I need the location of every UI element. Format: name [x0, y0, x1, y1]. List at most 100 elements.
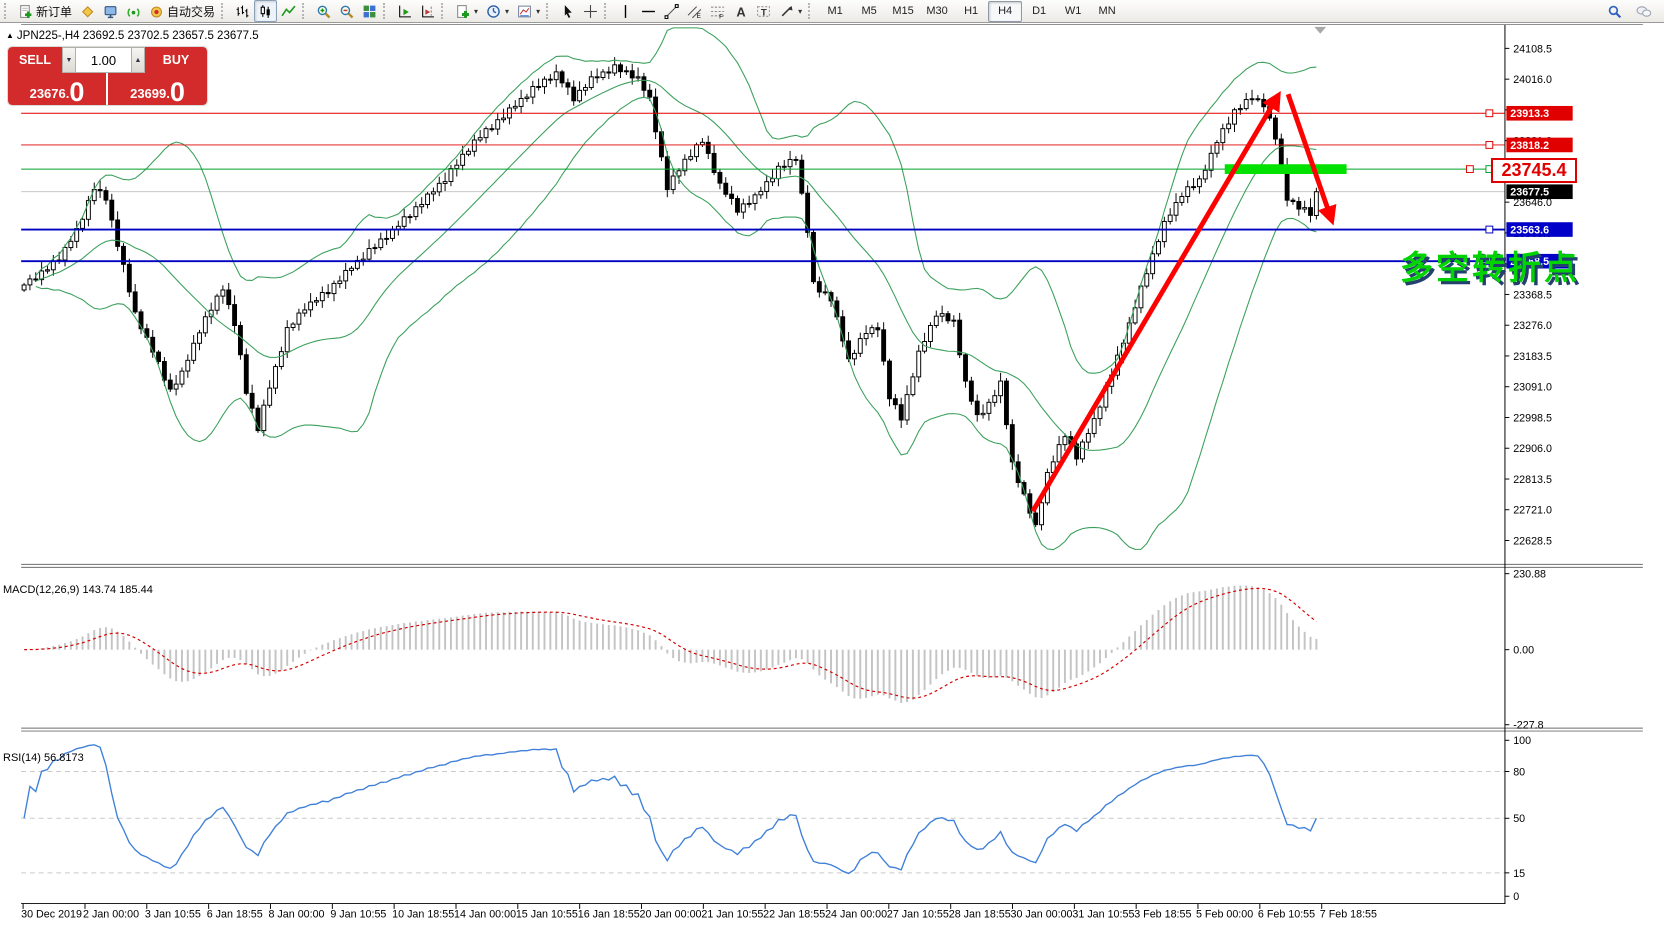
new-order-button[interactable]: 新订单: [14, 0, 76, 22]
svg-text:24 Jan 00:00: 24 Jan 00:00: [825, 909, 887, 921]
cursor-button[interactable]: [556, 0, 579, 22]
crosshair-icon: [584, 4, 598, 18]
toolbar-drag-handle[interactable]: [546, 3, 553, 19]
chart-shift-button[interactable]: [416, 0, 439, 22]
buy-button[interactable]: BUY: [145, 47, 207, 73]
ask-price-fraction: 0: [169, 77, 185, 106]
toolbar-drag-handle[interactable]: [4, 3, 11, 19]
svg-text:23183.5: 23183.5: [1513, 351, 1552, 363]
toolbar-right: [1603, 0, 1662, 22]
volume-field[interactable]: 1.00: [76, 47, 131, 73]
fibonacci-button[interactable]: F: [706, 0, 729, 22]
tf-button-M5[interactable]: M5: [861, 5, 877, 17]
svg-text:2 Jan 00:00: 2 Jan 00:00: [83, 909, 139, 921]
periods-button[interactable]: ▾: [482, 0, 513, 22]
chat-button[interactable]: [1632, 0, 1656, 22]
indicators-button[interactable]: ▾: [451, 0, 482, 22]
tf-button-H1[interactable]: H1: [964, 5, 979, 17]
svg-text:0.00: 0.00: [1513, 645, 1534, 657]
newdoc-icon: [20, 4, 32, 18]
svg-text:A: A: [737, 4, 746, 19]
chart-canvas[interactable]: 24108.524016.023923.523831.023738.523646…: [0, 24, 1664, 944]
crosshair-button[interactable]: [579, 0, 602, 22]
macd-indicator-label: MACD(12,26,9) 143.74 185.44: [3, 584, 153, 596]
zoom-in-button[interactable]: [312, 0, 335, 22]
toolbar-drag-handle[interactable]: [302, 3, 309, 19]
svg-text:22813.5: 22813.5: [1513, 474, 1552, 486]
text-icon: A: [737, 4, 746, 19]
metaeditor-button[interactable]: [76, 0, 99, 22]
svg-text:30 Jan 00:00: 30 Jan 00:00: [1011, 909, 1073, 921]
cursor-icon: [564, 4, 572, 18]
equidistant-channel-button[interactable]: E: [683, 0, 706, 22]
toolbar-drag-handle[interactable]: [808, 3, 815, 19]
tile-icon: [363, 5, 376, 17]
svg-text:23563.6: 23563.6: [1510, 224, 1549, 236]
svg-text:21 Jan 10:55: 21 Jan 10:55: [701, 909, 763, 921]
collapse-triangle-icon[interactable]: ▲: [6, 31, 14, 40]
tf-button-M30[interactable]: M30: [926, 5, 948, 17]
autotrading-button[interactable]: 自动交易: [145, 0, 219, 22]
toolbar-drag-handle[interactable]: [383, 3, 390, 19]
channel-icon: E: [687, 5, 702, 19]
toolbar-drag-handle[interactable]: [221, 3, 228, 19]
zoom-out-button[interactable]: [335, 0, 358, 22]
trend-icon: [664, 3, 679, 19]
tf-button-M1[interactable]: M1: [827, 5, 843, 17]
search-button[interactable]: [1603, 0, 1626, 22]
svg-text:8 Jan 00:00: 8 Jan 00:00: [269, 909, 325, 921]
svg-text:T: T: [761, 7, 767, 18]
trendline-button[interactable]: [660, 0, 683, 22]
svg-text:24016.0: 24016.0: [1513, 74, 1552, 86]
market-watch-button[interactable]: [99, 0, 122, 22]
auto-scroll-button[interactable]: [393, 0, 416, 22]
zoomout-icon: [340, 5, 354, 18]
svg-text:16 Jan 18:55: 16 Jan 18:55: [578, 909, 640, 921]
svg-text:9 Jan 10:55: 9 Jan 10:55: [330, 909, 386, 921]
templates-button[interactable]: ▾: [513, 0, 544, 22]
bars-icon: [236, 5, 249, 17]
periods-icon: [487, 4, 500, 18]
line-chart-button[interactable]: [277, 0, 300, 22]
bid-price-button[interactable]: 23676. 0: [8, 73, 106, 105]
candlestick-chart-button[interactable]: [254, 0, 278, 22]
tf-button-H4[interactable]: H4: [988, 0, 1023, 22]
tf-button-W1[interactable]: W1: [1064, 5, 1082, 17]
toolbar-drag-handle[interactable]: [604, 3, 611, 19]
svg-text:23368.5: 23368.5: [1513, 289, 1552, 301]
hline-icon: [642, 10, 656, 12]
turning-point-annotation[interactable]: 多空转折点: [1400, 251, 1580, 287]
svg-text:23677.5: 23677.5: [1510, 187, 1549, 199]
volume-decrease-button[interactable]: ▼: [62, 47, 76, 73]
toolbar-drag-handle[interactable]: [441, 3, 448, 19]
svg-text:23468.5: 23468.5: [1510, 256, 1549, 268]
svg-text:230.88: 230.88: [1513, 569, 1546, 581]
svg-text:22 Jan 18:55: 22 Jan 18:55: [763, 909, 825, 921]
sell-button[interactable]: SELL: [8, 47, 62, 73]
svg-text:22721.0: 22721.0: [1513, 505, 1552, 517]
signals-button[interactable]: [122, 0, 145, 22]
ask-price-button[interactable]: 23699. 0: [108, 73, 207, 105]
volume-increase-button[interactable]: ▲: [131, 47, 145, 73]
tf-button-MN[interactable]: MN: [1098, 5, 1116, 17]
svg-text:5 Feb 00:00: 5 Feb 00:00: [1196, 909, 1253, 921]
svg-text:28 Jan 18:55: 28 Jan 18:55: [949, 909, 1011, 921]
arrows-button[interactable]: ▾: [775, 0, 806, 22]
svg-text:100: 100: [1513, 735, 1531, 747]
bar-chart-button[interactable]: [231, 0, 254, 22]
tf-button-M15[interactable]: M15: [892, 5, 914, 17]
price-callout-box[interactable]: 23745.4: [1491, 158, 1577, 183]
svg-text:0: 0: [1513, 891, 1519, 903]
one-click-trade-panel: SELL ▼ 1.00 ▲ BUY 23676. 0 23699. 0: [8, 47, 207, 105]
terminal-icon: [104, 5, 117, 18]
tile-windows-button[interactable]: [358, 0, 381, 22]
shift-icon: [422, 5, 434, 17]
sell-label: SELL: [19, 53, 51, 67]
buy-label: BUY: [162, 53, 190, 67]
text-button[interactable]: A: [729, 0, 752, 22]
tf-button-D1[interactable]: D1: [1032, 5, 1047, 17]
vertical-line-button[interactable]: [614, 0, 637, 22]
text-label-button[interactable]: T: [752, 0, 775, 22]
horizontal-line-button[interactable]: [637, 0, 660, 22]
